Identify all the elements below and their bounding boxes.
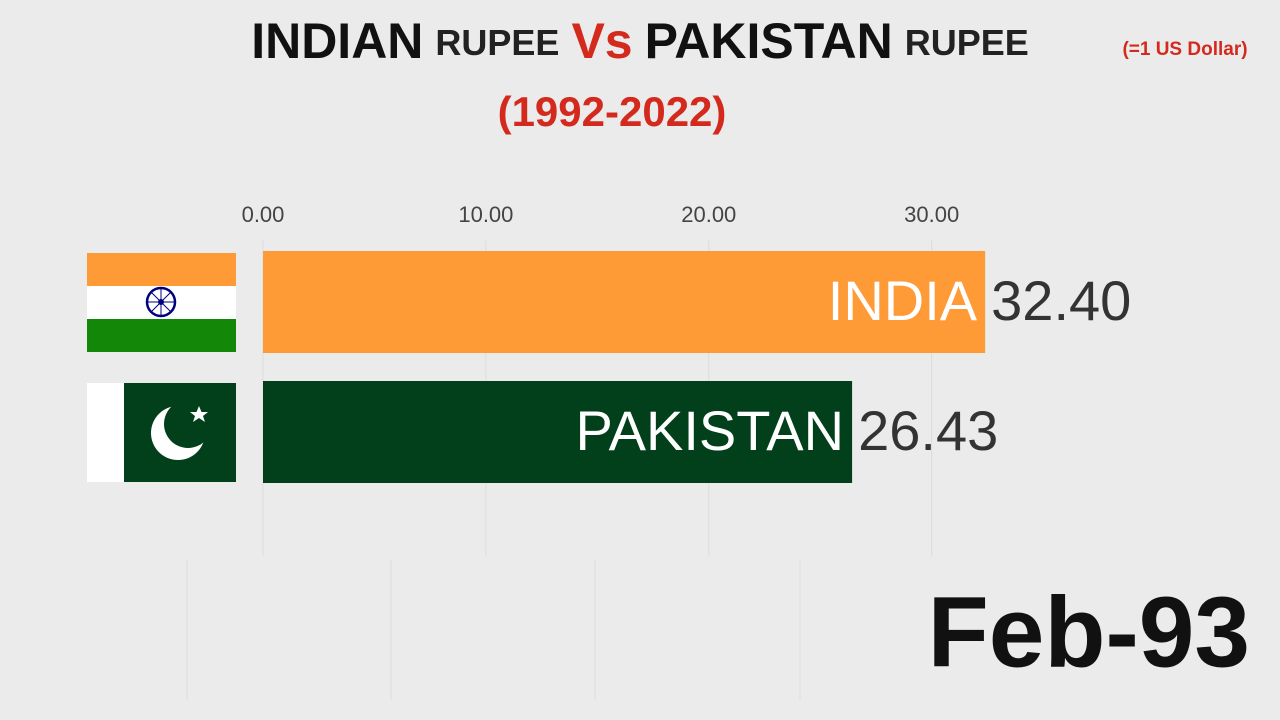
bar-value-label: 32.40 bbox=[991, 269, 1131, 332]
unit-note: (=1 US Dollar) bbox=[1122, 39, 1247, 60]
title-part: PAKISTAN bbox=[645, 13, 893, 69]
x-tick-label: 10.00 bbox=[458, 202, 513, 227]
title-part: INDIAN bbox=[251, 13, 423, 69]
pakistan-flag bbox=[87, 383, 236, 482]
x-tick-label: 20.00 bbox=[681, 202, 736, 227]
bar-value-label: 26.43 bbox=[858, 399, 998, 462]
india-flag bbox=[87, 253, 236, 352]
flag-stripe bbox=[87, 253, 236, 286]
chart-subtitle: (1992-2022) bbox=[498, 88, 727, 135]
flag-star bbox=[190, 406, 208, 422]
bar bbox=[263, 381, 853, 483]
title-part: RUPEE bbox=[435, 22, 559, 63]
bars: INDIA 32.40 PAKISTAN 26.43 bbox=[263, 251, 1131, 483]
flag-spokes bbox=[147, 288, 175, 316]
x-tick-label: 0.00 bbox=[242, 202, 285, 227]
x-tick-label: 30.00 bbox=[904, 202, 959, 227]
lower-separators bbox=[186, 560, 801, 700]
flag-stripe bbox=[87, 319, 236, 352]
flag-hoist bbox=[87, 383, 124, 482]
bar bbox=[263, 251, 986, 353]
period-label: Feb-93 bbox=[928, 576, 1250, 688]
chart-title: INDIAN RUPEE Vs PAKISTAN RUPEE bbox=[251, 13, 1029, 69]
bar-category-label: PAKISTAN bbox=[575, 399, 844, 462]
bar-category-label: INDIA bbox=[828, 269, 978, 332]
title-part: Vs bbox=[571, 13, 632, 69]
title-part: RUPEE bbox=[905, 22, 1029, 63]
flag-crescent-cut bbox=[164, 400, 212, 448]
